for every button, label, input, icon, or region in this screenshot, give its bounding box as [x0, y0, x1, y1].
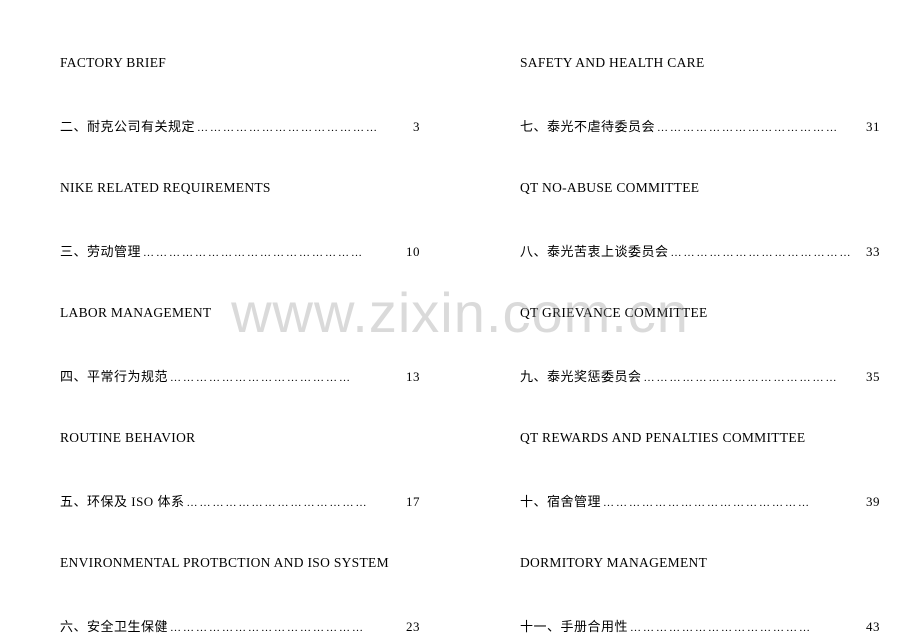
section-heading: QT NO-ABUSE COMMITTEE: [520, 180, 880, 196]
toc-leader-dots: ……………………………………: [195, 122, 411, 134]
toc-leader-dots: ……………………………………………: [141, 247, 404, 259]
toc-page-number: 31: [864, 119, 880, 135]
toc-leader-dots: …………………………………………: [601, 497, 864, 509]
toc-label: 八、泰光苦衷上谈委员会: [520, 241, 669, 260]
toc-entry: 六、安全卫生保健 ……………………………………… 23: [60, 616, 420, 635]
section-heading: QT REWARDS AND PENALTIES COMMITTEE: [520, 430, 880, 446]
toc-entry: 二、耐克公司有关规定 …………………………………… 3: [60, 116, 420, 135]
toc-leader-dots: ……………………………………: [655, 122, 864, 134]
toc-leader-dots: ……………………………………: [628, 622, 864, 634]
toc-label: 二、耐克公司有关规定: [60, 116, 195, 135]
toc-label: 七、泰光不虐待委员会: [520, 116, 655, 135]
section-heading: DORMITORY MANAGEMENT: [520, 555, 880, 571]
section-heading: FACTORY BRIEF: [60, 55, 420, 71]
section-heading: LABOR MANAGEMENT: [60, 305, 420, 321]
toc-page-number: 35: [864, 369, 880, 385]
toc-label: 六、安全卫生保健: [60, 616, 168, 635]
toc-entry: 九、泰光奖惩委员会 ……………………………………… 35: [520, 366, 880, 385]
toc-page-number: 10: [404, 244, 420, 260]
toc-page-number: 33: [864, 244, 880, 260]
toc-page-number: 3: [411, 119, 420, 135]
section-heading: NIKE RELATED REQUIREMENTS: [60, 180, 420, 196]
toc-page-number: 43: [864, 619, 880, 635]
toc-entry: 十一、手册合用性 …………………………………… 43: [520, 616, 880, 635]
toc-entry: 五、环保及 ISO 体系 …………………………………… 17: [60, 491, 420, 510]
toc-label: 四、平常行为规范: [60, 366, 168, 385]
toc-entry: 十、宿舍管理 ………………………………………… 39: [520, 491, 880, 510]
section-heading: SAFETY AND HEALTH CARE: [520, 55, 880, 71]
toc-entry: 四、平常行为规范 …………………………………… 13: [60, 366, 420, 385]
toc-leader-dots: ……………………………………: [184, 497, 404, 509]
toc-page-number: 17: [404, 494, 420, 510]
toc-leader-dots: ……………………………………: [168, 372, 404, 384]
toc-label: 五、环保及 ISO 体系: [60, 491, 184, 510]
toc-columns: FACTORY BRIEF 二、耐克公司有关规定 …………………………………… …: [0, 0, 920, 637]
toc-leader-dots: ………………………………………: [168, 622, 404, 634]
toc-label: 十一、手册合用性: [520, 616, 628, 635]
right-column: SAFETY AND HEALTH CARE 七、泰光不虐待委员会 …………………: [460, 0, 920, 637]
toc-page-number: 13: [404, 369, 420, 385]
section-heading: ENVIRONMENTAL PROTBCTION AND ISO SYSTEM: [60, 555, 420, 571]
toc-leader-dots: ………………………………………: [642, 372, 864, 384]
left-column: FACTORY BRIEF 二、耐克公司有关规定 …………………………………… …: [0, 0, 460, 637]
toc-entry: 七、泰光不虐待委员会 …………………………………… 31: [520, 116, 880, 135]
toc-label: 十、宿舍管理: [520, 491, 601, 510]
toc-page-number: 23: [404, 619, 420, 635]
toc-entry: 八、泰光苦衷上谈委员会 …………………………………… 33: [520, 241, 880, 260]
toc-label: 九、泰光奖惩委员会: [520, 366, 642, 385]
toc-entry: 三、劳动管理 …………………………………………… 10: [60, 241, 420, 260]
toc-leader-dots: ……………………………………: [669, 247, 864, 259]
toc-page-number: 39: [864, 494, 880, 510]
section-heading: QT GRIEVANCE COMMITTEE: [520, 305, 880, 321]
toc-label: 三、劳动管理: [60, 241, 141, 260]
section-heading: ROUTINE BEHAVIOR: [60, 430, 420, 446]
